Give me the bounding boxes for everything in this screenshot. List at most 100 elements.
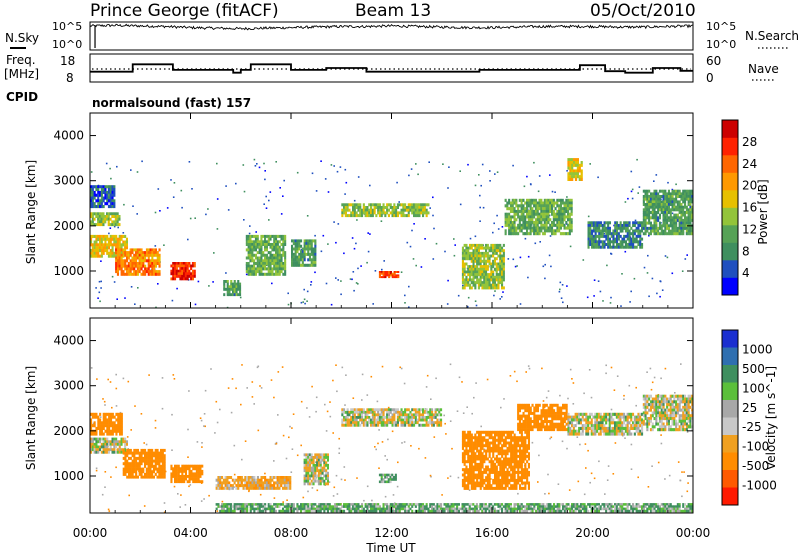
power-band-cell: [407, 208, 410, 212]
power-band-cell: [676, 213, 679, 217]
velocity-band-cell: [163, 464, 166, 468]
velocity-speckle: [270, 379, 273, 381]
velocity-band-cell: [197, 464, 200, 468]
velocity-band-cell: [308, 461, 311, 465]
velocity-band-cell: [370, 418, 373, 422]
velocity-band-cell: [145, 467, 148, 471]
power-band-cell: [649, 216, 652, 220]
power-band-cell: [158, 253, 161, 257]
power-band-cell: [91, 188, 94, 192]
velocity-band-cell: [179, 475, 182, 478]
velocity-band-cell: [265, 486, 268, 490]
power-band-cell: [267, 264, 270, 268]
velocity-band-cell: [97, 450, 100, 454]
velocity-band-cell: [325, 461, 328, 465]
power-band-cell: [158, 270, 161, 274]
power-band-cell: [233, 280, 236, 283]
velocity-band-cell: [289, 484, 292, 488]
power-band-cell: [479, 270, 482, 274]
power-speckle: [533, 161, 535, 164]
velocity-band-cell: [116, 448, 119, 452]
power-band-cell: [91, 205, 94, 209]
power-speckle: [408, 174, 410, 177]
power-band-cell: [273, 253, 276, 257]
velocity-speckle: [612, 473, 615, 475]
power-band-cell: [314, 239, 317, 243]
power-band-cell: [375, 214, 378, 218]
velocity-speckle: [624, 437, 626, 439]
velocity-speckle: [458, 376, 461, 379]
velocity-speckle: [449, 363, 452, 366]
power-band-cell: [673, 197, 676, 201]
power-band-cell: [536, 218, 539, 222]
power-band-cell: [102, 185, 105, 189]
power-band-cell: [587, 221, 590, 225]
power-band-cell: [576, 169, 579, 173]
power-band-cell: [122, 248, 125, 252]
power-speckle: [336, 170, 339, 173]
velocity-band-cell: [407, 413, 410, 417]
velocity-band-cell: [156, 470, 159, 474]
velocity-band-cell: [93, 437, 96, 441]
velocity-band-cell: [476, 446, 479, 450]
power-band-cell: [124, 272, 127, 276]
velocity-band-cell: [251, 484, 254, 488]
power-band-cell: [284, 240, 287, 244]
power-band-cell: [99, 246, 102, 250]
power-band-cell: [98, 215, 101, 218]
velocity-band-cell: [377, 410, 380, 414]
velocity-band-cell: [186, 475, 189, 478]
velocity-band-cell: [346, 410, 349, 414]
power-band-cell: [278, 264, 281, 268]
power-band-cell: [308, 252, 311, 256]
velocity-band-cell: [467, 481, 470, 485]
power-band-cell: [120, 259, 123, 263]
power-band-cell: [520, 201, 523, 205]
velocity-band-cell: [91, 424, 94, 428]
power-band-cell: [226, 285, 229, 289]
power-band-cell: [552, 221, 555, 225]
power-band-cell: [362, 203, 365, 207]
power-band-cell: [676, 203, 679, 206]
power-band-cell: [122, 240, 125, 244]
power-band-cell: [100, 205, 103, 209]
velocity-band-cell: [111, 450, 114, 454]
power-band-cell: [409, 208, 412, 212]
velocity-speckle: [361, 399, 363, 401]
velocity-speckle: [370, 375, 373, 378]
power-band-cell: [138, 256, 141, 260]
power-band-cell: [344, 206, 347, 209]
power-speckle: [527, 255, 530, 258]
power-band-cell: [481, 270, 484, 274]
power-band-cell: [142, 251, 145, 255]
power-band-cell: [224, 280, 227, 283]
power-band-cell: [509, 221, 512, 225]
velocity-band-cell: [97, 440, 100, 444]
velocity-band-cell: [377, 408, 380, 412]
power-band-cell: [260, 251, 263, 255]
velocity-speckle: [200, 419, 203, 422]
power-band-cell: [404, 214, 407, 218]
power-band-cell: [628, 243, 631, 246]
velocity-band-cell: [321, 479, 324, 483]
power-band-cell: [495, 278, 498, 282]
power-band-cell: [144, 264, 147, 268]
velocity-band-cell: [476, 444, 479, 448]
power-speckle: [353, 247, 356, 250]
velocity-band-cell: [307, 458, 310, 462]
power-band-cell: [364, 211, 367, 215]
velocity-band-cell: [467, 457, 470, 461]
power-band-cell: [567, 163, 570, 167]
power-speckle: [447, 279, 449, 282]
power-band-cell: [247, 248, 250, 252]
power-speckle: [97, 297, 99, 299]
velocity-band-cell: [463, 468, 466, 472]
power-band-cell: [239, 285, 242, 289]
velocity-band-cell: [151, 470, 154, 474]
power-band-cell: [554, 212, 557, 216]
power-band-cell: [592, 245, 595, 249]
velocity-speckle: [483, 448, 486, 451]
power-speckle: [136, 213, 138, 215]
power-band-cell: [135, 256, 138, 260]
velocity-speckle: [230, 411, 233, 414]
